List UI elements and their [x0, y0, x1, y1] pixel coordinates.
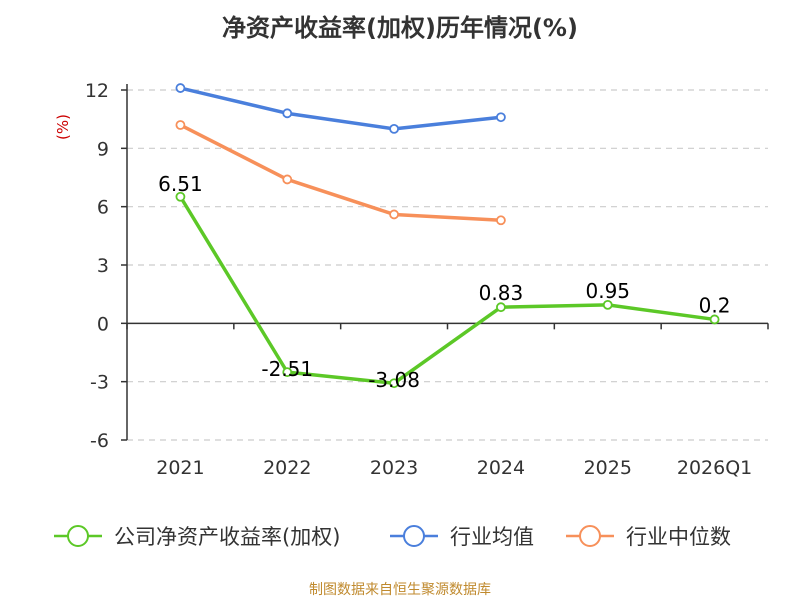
data-point	[389, 123, 399, 134]
x-tick-label: 2025	[584, 457, 632, 479]
data-label: -2.51	[261, 357, 313, 381]
x-tick-label: 2022	[263, 457, 311, 479]
data-label: 0.2	[699, 293, 731, 317]
series-line	[178, 195, 715, 385]
data-label: 6.51	[158, 172, 203, 196]
x-tick-label: 2024	[477, 457, 525, 479]
x-axis-ticks: 2021 2022 2023 2024 2025 2026Q1	[126, 323, 769, 479]
legend: 公司净资产收益率(加权) 行业均值 行业中位数	[54, 525, 731, 549]
data-point	[389, 209, 399, 220]
axes	[126, 84, 768, 440]
legend-marker	[67, 525, 89, 547]
data-point	[496, 215, 506, 226]
legend-marker	[403, 525, 425, 547]
x-tick-label: 2021	[156, 457, 204, 479]
data-point	[175, 120, 186, 130]
data-point	[175, 83, 186, 93]
y-tick-label: 6	[97, 197, 109, 219]
series-layer	[175, 83, 720, 389]
x-tick-label: 2023	[370, 457, 418, 479]
data-point	[282, 108, 293, 119]
data-point	[389, 378, 399, 389]
data-point	[282, 367, 293, 378]
data-point	[496, 302, 506, 313]
data-label: 0.95	[585, 279, 630, 303]
gridlines	[127, 89, 768, 441]
y-tick-label: 12	[85, 80, 109, 102]
x-tick-label: 2026Q1	[677, 457, 752, 479]
data-point	[709, 314, 720, 325]
y-tick-label: 9	[97, 138, 109, 160]
data-label: -3.08	[368, 368, 420, 392]
data-point	[175, 191, 186, 202]
series-line	[180, 86, 502, 131]
y-tick-label: -6	[90, 430, 109, 452]
source-note: 制图数据来自恒生聚源数据库	[309, 582, 491, 598]
y-tick-label: -3	[90, 372, 109, 394]
data-label: 0.83	[479, 281, 524, 305]
series-line	[179, 123, 502, 223]
data-point	[282, 174, 293, 185]
data-point	[602, 299, 613, 310]
data-point	[496, 112, 506, 123]
data-labels: 6.51 -2.51 -3.08 0.83 0.95 0.2	[158, 172, 730, 392]
legend-label: 行业均值	[450, 525, 534, 549]
legend-label: 行业中位数	[626, 525, 731, 549]
y-tick-label: 3	[97, 255, 109, 277]
y-tick-label: 0	[97, 313, 109, 335]
legend-label: 公司净资产收益率(加权)	[114, 525, 340, 549]
y-axis-ticks: 12 9 6 3 0 -3 -6	[85, 80, 127, 452]
y-axis-unit: (%)	[54, 114, 72, 140]
legend-marker	[579, 525, 601, 547]
chart-title: 净资产收益率(加权)历年情况(%)	[222, 14, 578, 42]
